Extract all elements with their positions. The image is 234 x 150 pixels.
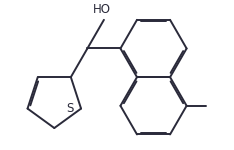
Text: HO: HO: [93, 3, 111, 16]
Text: S: S: [66, 102, 74, 115]
